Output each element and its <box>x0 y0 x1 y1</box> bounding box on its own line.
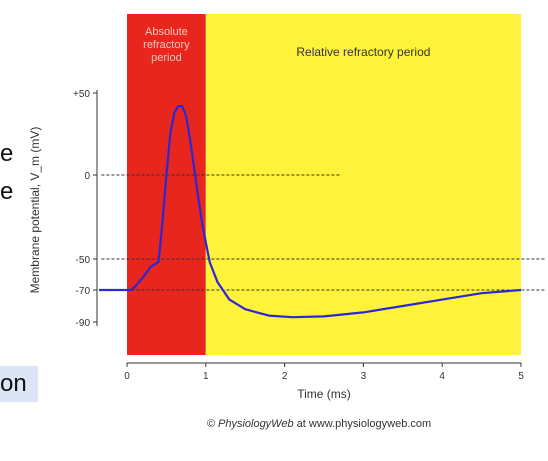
cropped-text-fragment: e <box>0 140 14 167</box>
cropped-text-fragment: e <box>0 178 14 205</box>
x-tick-label: 2 <box>282 371 288 382</box>
credit-url: at www.physiologyweb.com <box>293 418 432 430</box>
region-label-relative: Relative refractory period <box>296 45 430 59</box>
relative-refractory-region <box>205 14 522 355</box>
y-axis-title: Membrane potential, V_m (mV) <box>28 127 42 294</box>
cropped-highlighted-text: on <box>0 366 38 402</box>
y-tick-label: 0 <box>84 171 90 182</box>
y-tick-label: -70 <box>76 286 91 297</box>
region-label-absolute: Absolute refractory period <box>143 26 190 64</box>
y-tick-label: +50 <box>73 89 90 100</box>
x-tick-label: 0 <box>124 371 130 382</box>
x-tick-label: 5 <box>518 371 524 382</box>
x-tick-label: 3 <box>361 371 367 382</box>
x-tick-label: 4 <box>439 371 445 382</box>
x-axis-title: Time (ms) <box>297 387 351 401</box>
cropped-text-fragment: on <box>0 370 27 397</box>
image-credit: © PhysiologyWeb at www.physiologyweb.com <box>0 418 548 430</box>
x-tick-label: 1 <box>203 371 209 382</box>
credit-brand: © PhysiologyWeb <box>206 418 294 430</box>
series-line-membrane-potential <box>99 105 522 319</box>
y-tick-label: -90 <box>76 318 91 329</box>
y-tick-label: -50 <box>76 255 91 266</box>
